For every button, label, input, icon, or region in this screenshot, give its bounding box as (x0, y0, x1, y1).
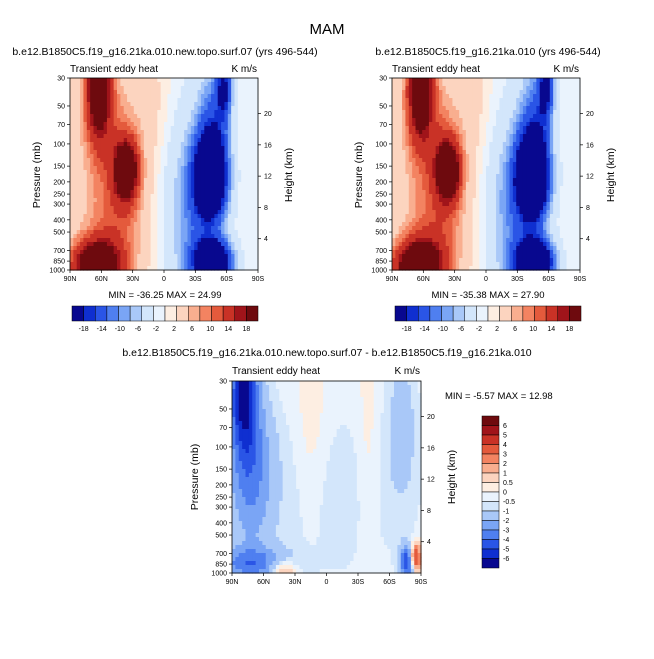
x-tick-label: 60N (95, 276, 108, 283)
heatmap-cells (70, 78, 259, 271)
y-tick-label: 400 (53, 217, 65, 224)
heatmap-cells (392, 78, 581, 271)
units-label: K m/s (231, 64, 257, 75)
stats-label: MIN = -35.38 MAX = 27.90 (431, 290, 544, 301)
y-axis-label: Pressure (mb) (353, 142, 365, 209)
x-tick-label: 90N (64, 276, 77, 283)
panel-title: b.e12.B1850C5.f19_g16.21ka.010.new.topo.… (12, 46, 317, 58)
x-tick-label: 0 (162, 276, 166, 283)
y2-tick-label: 12 (264, 174, 272, 181)
units-label: K m/s (553, 64, 579, 75)
y-tick-label: 300 (53, 202, 65, 209)
field-label: Transient eddy heat (392, 64, 480, 75)
y-tick-label: 850 (53, 259, 65, 266)
panel-title: b.e12.B1850C5.f19_g16.21ka.010 (yrs 496-… (375, 46, 600, 58)
y-tick-label: 30 (57, 76, 65, 83)
y2-axis-label: Height (km) (605, 148, 617, 202)
y2-tick-label: 4 (264, 236, 268, 243)
field-label: Transient eddy heat (70, 64, 158, 75)
y-tick-label: 1000 (49, 268, 65, 275)
y-tick-label: 200 (53, 179, 65, 186)
y2-tick-label: 16 (264, 142, 272, 149)
x-tick-label: 30N (126, 276, 139, 283)
y-tick-label: 50 (57, 103, 65, 110)
panel-top-left: b.e12.B1850C5.f19_g16.21ka.010.new.topo.… (12, 46, 317, 301)
y-tick-label: 70 (57, 122, 65, 129)
y2-axis-label: Height (km) (283, 148, 295, 202)
panel-top-right: b.e12.B1850C5.f19_g16.21ka.010 (yrs 496-… (353, 46, 617, 301)
y-tick-label: 100 (53, 141, 65, 148)
y-tick-label: 150 (53, 164, 65, 171)
figure-title: MAM (310, 21, 345, 38)
x-tick-label: 30S (189, 276, 202, 283)
y-tick-label: 500 (53, 230, 65, 237)
y-axis-label: Pressure (mb) (31, 142, 43, 209)
y2-tick-label: 20 (264, 111, 272, 118)
y-tick-label: 250 (53, 192, 65, 199)
x-tick-label: 60S (220, 276, 233, 283)
stats-label: MIN = -36.25 MAX = 24.99 (108, 290, 221, 301)
y2-tick-label: 8 (264, 205, 268, 212)
x-tick-label: 90S (252, 276, 265, 283)
y-tick-label: 700 (53, 248, 65, 255)
